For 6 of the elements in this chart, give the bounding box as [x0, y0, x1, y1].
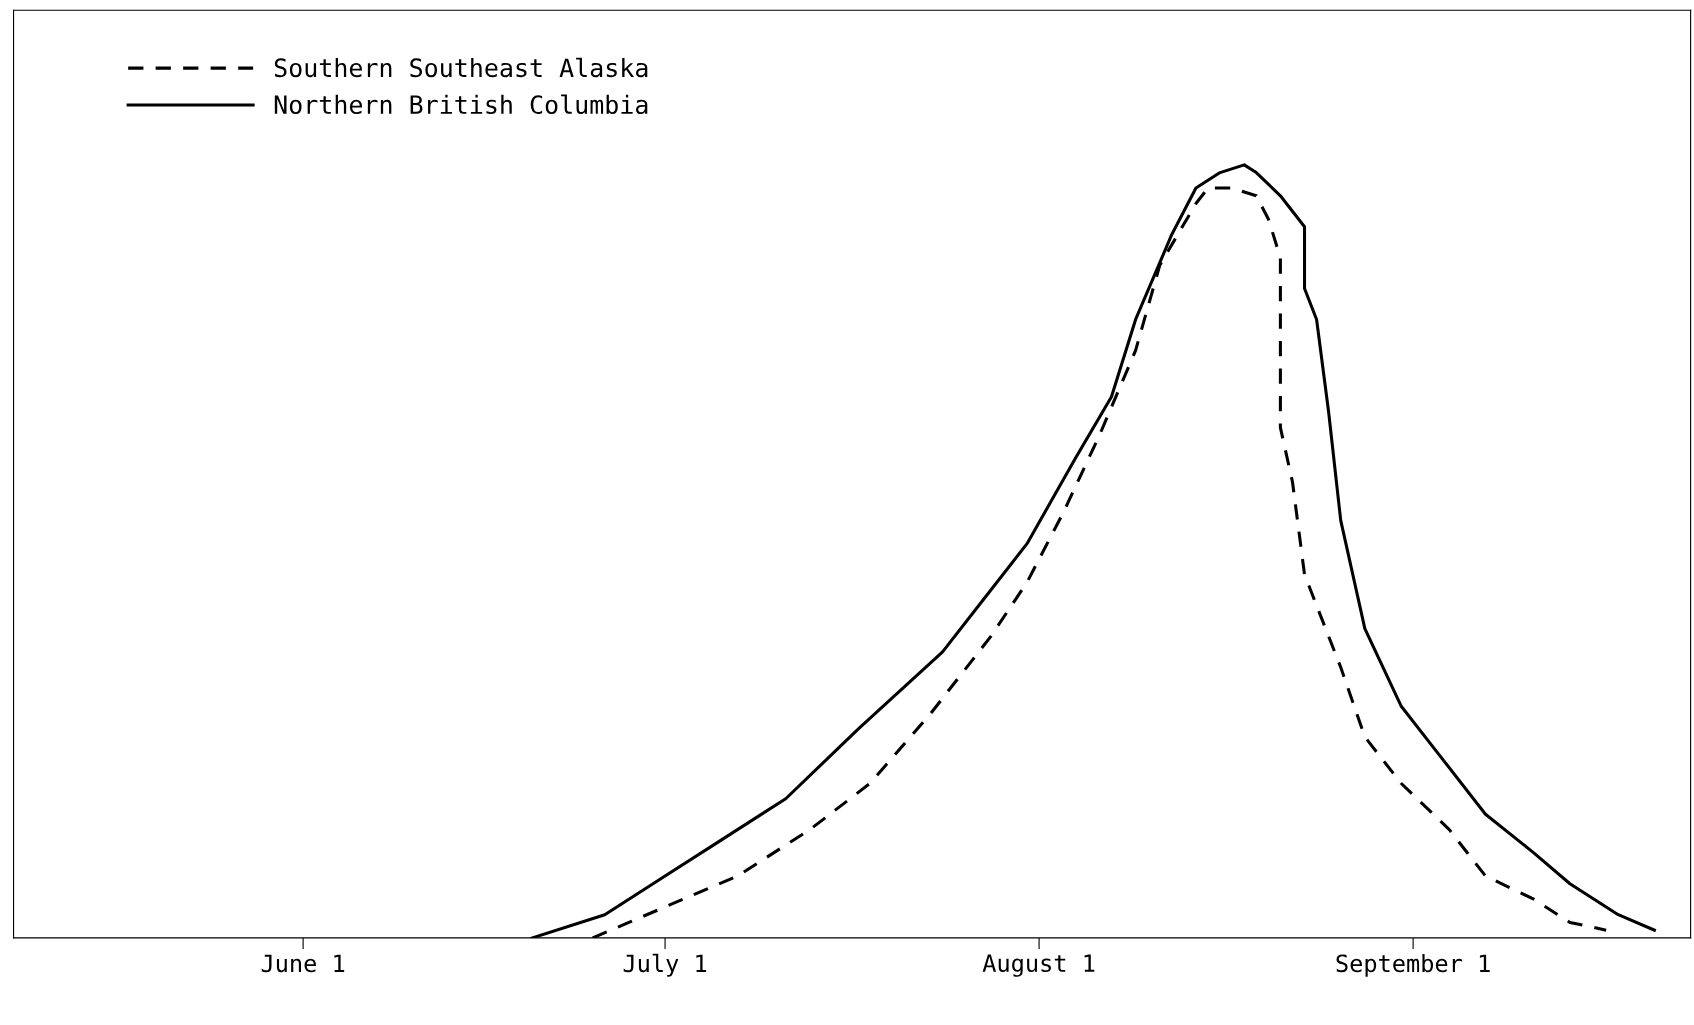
x-tick-label: July 1	[623, 953, 707, 977]
x-tick-label: August 1	[982, 954, 1095, 977]
x-tick-label: June 1	[261, 954, 345, 973]
x-tick-label: September 1	[1336, 953, 1490, 977]
legend-label: Southern Southeast Alaska	[274, 57, 648, 78]
legend-label: Northern British Columbia	[274, 94, 648, 115]
